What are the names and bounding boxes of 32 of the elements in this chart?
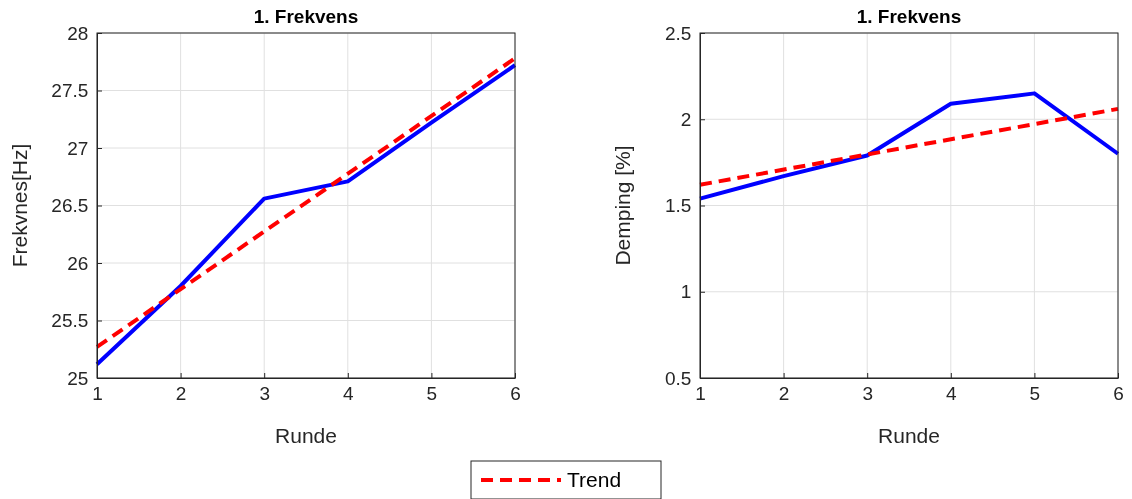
y-tick-label: 25.5 <box>51 310 89 332</box>
y-axis-title: Demping [%] <box>611 145 634 266</box>
x-tick-label: 3 <box>259 383 270 404</box>
y-tick-label: 0.5 <box>664 367 692 389</box>
x-tick-label: 2 <box>778 383 790 404</box>
x-tick-label: 1 <box>92 383 103 404</box>
x-tick-label: 5 <box>426 383 438 404</box>
y-tick-label: 26.5 <box>51 195 89 217</box>
x-axis-title: Runde <box>878 424 940 447</box>
y-tick-label: 26 <box>67 252 89 274</box>
x-tick-label: 6 <box>510 383 521 404</box>
chart-title: 1. Frekvens <box>253 6 359 27</box>
chart-title: 1. Frekvens <box>856 6 962 27</box>
x-tick-label: 4 <box>343 383 355 404</box>
x-axis-title: Runde <box>275 424 337 447</box>
y-axis-title: Frekvnes[Hz] <box>8 143 31 268</box>
y-tick-label: 27 <box>67 137 89 159</box>
x-tick-label: 6 <box>1113 383 1124 404</box>
x-tick-label: 5 <box>1029 383 1041 404</box>
x-tick-label: 4 <box>946 383 958 404</box>
y-tick-label: 2 <box>680 108 692 130</box>
y-tick-label: 27.5 <box>51 80 89 102</box>
x-tick-label: 1 <box>695 383 706 404</box>
y-tick-label: 1 <box>680 281 692 303</box>
x-tick-label: 2 <box>175 383 187 404</box>
y-tick-label: 28 <box>67 22 89 44</box>
x-tick-label: 3 <box>862 383 873 404</box>
line-series <box>698 91 1120 201</box>
y-tick-label: 1.5 <box>664 195 692 217</box>
legend-label: Trend <box>567 468 622 491</box>
y-tick-label: 25 <box>67 367 89 389</box>
y-tick-label: 2.5 <box>664 22 692 44</box>
